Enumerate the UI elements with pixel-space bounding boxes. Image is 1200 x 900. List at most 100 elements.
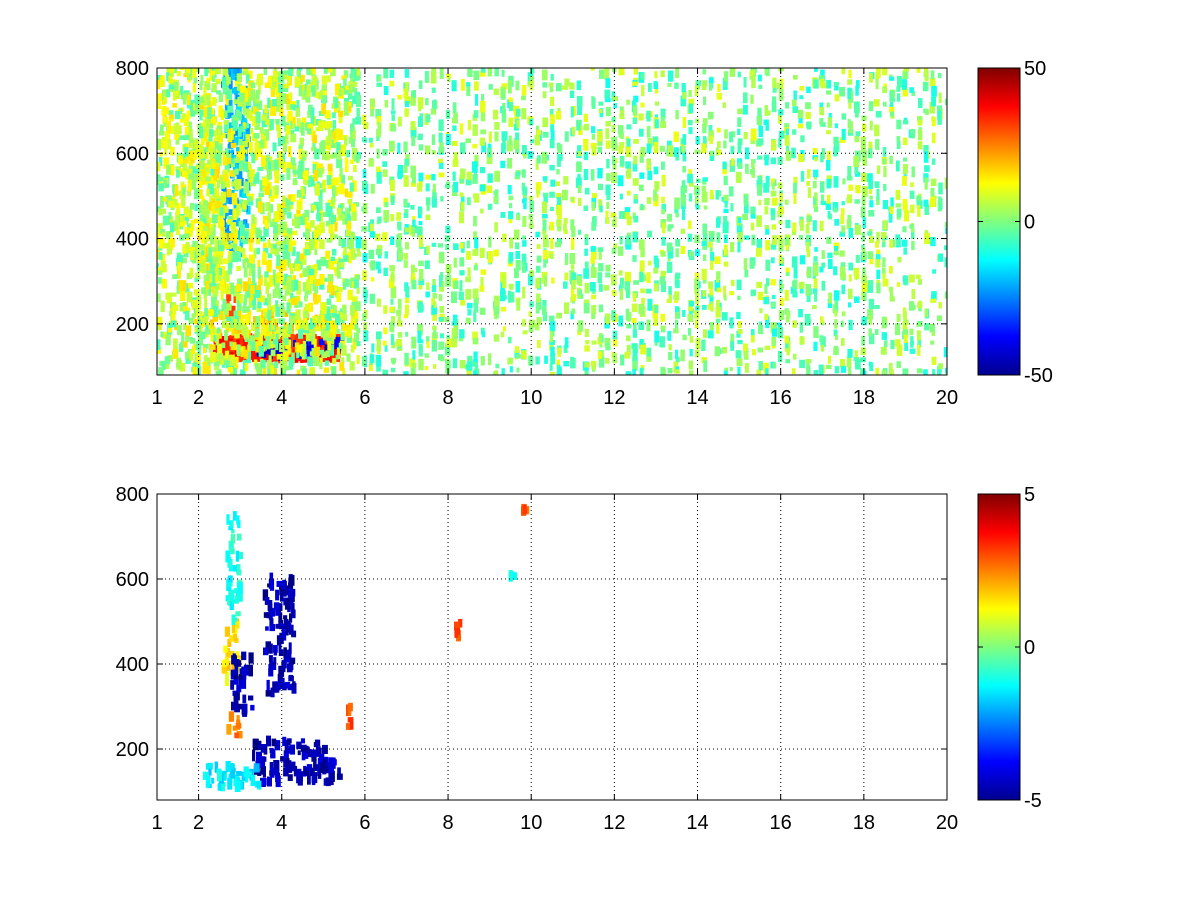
heatmap-cell [336,142,341,153]
heatmap-cell [231,88,237,94]
heatmap-cell [606,194,611,201]
heatmap-cell [276,254,281,267]
heatmap-cell [674,369,680,374]
heatmap-cell [324,314,328,320]
heatmap-cell [473,351,478,363]
heatmap-cell [619,193,623,200]
heatmap-cell [917,301,923,309]
heatmap-cell [232,68,237,74]
heatmap-cell [389,80,395,87]
heatmap-cell [846,176,853,181]
heatmap-cell [208,281,214,289]
heatmap-cell [736,358,743,367]
heatmap-cell [227,68,232,72]
heatmap-cell [218,369,222,375]
heatmap-cell [344,331,350,337]
heatmap-cell [820,316,824,324]
heatmap-cell [757,74,762,82]
heatmap-cell [183,73,189,78]
heatmap-cell [410,264,415,273]
heatmap-cell [316,224,322,236]
heatmap-cell [564,131,569,142]
heatmap-cell [342,323,347,331]
heatmap-cell [222,169,229,178]
heatmap-cell [253,133,260,139]
heatmap-cell [231,158,235,164]
heatmap-cell [792,129,797,135]
heatmap-cell [193,139,200,150]
heatmap-cell [826,194,831,204]
heatmap-cell [481,68,486,73]
heatmap-cell [165,292,171,300]
heatmap-cell [187,209,193,219]
heatmap-cell [221,307,228,315]
heatmap-cell [350,203,357,212]
heatmap-cell [466,171,472,180]
heatmap-cell [424,71,429,83]
heatmap-cell [508,211,514,220]
heatmap-cell [282,280,286,286]
heatmap-cell [194,203,198,211]
heatmap-cell [688,90,692,97]
heatmap-cell [800,135,805,143]
heatmap-cell [612,353,618,364]
heatmap-cell [502,233,507,242]
heatmap-cell [707,242,713,248]
heatmap-cell [234,80,239,87]
heatmap-cell [397,252,404,261]
heatmap-cell [661,203,666,213]
heatmap-cell [860,206,866,218]
heatmap-cell [792,222,797,233]
heatmap-cell [278,259,285,269]
heatmap-cell [743,92,748,104]
heatmap-cell [220,133,226,139]
heatmap-cell [501,131,508,141]
heatmap-cell [611,310,616,321]
heatmap-cell [549,371,556,375]
heatmap-cell [361,226,368,232]
heatmap-cell [181,332,185,343]
heatmap-cell [264,129,270,141]
heatmap-cell [875,78,879,90]
heatmap-cell [350,344,355,353]
heatmap-cell [225,241,229,249]
heatmap-cell [806,270,810,276]
heatmap-cell [598,263,604,272]
heatmap-cell [236,265,241,271]
heatmap-cell [228,80,233,90]
heatmap-cell [208,118,214,129]
heatmap-cell [542,234,548,240]
heatmap-cell [411,273,416,279]
heatmap-cell [265,282,269,294]
heatmap-cell [426,201,430,211]
heatmap-cell [334,222,338,232]
heatmap-cell [494,131,499,142]
heatmap-cell [220,177,225,189]
heatmap-cell [209,147,215,157]
heatmap-cell [347,213,351,224]
heatmap-cell [528,195,533,201]
heatmap-cell [556,359,560,368]
heatmap-cell [331,312,337,318]
heatmap-cell [240,369,246,375]
heatmap-cell [174,81,179,91]
heatmap-cell [161,232,166,237]
heatmap-cell [541,306,547,315]
heatmap-cell [585,340,590,345]
heatmap-cell [174,221,178,230]
heatmap-cell [445,109,450,119]
heatmap-cell [702,118,708,127]
heatmap-cell [765,368,769,375]
heatmap-cell [466,84,471,97]
heatmap-cell [944,257,947,268]
heatmap-cell [332,131,337,140]
heatmap-cell [605,184,611,196]
heatmap-cell [383,305,388,314]
heatmap-cell [236,246,242,253]
heatmap-cell [848,319,853,331]
heatmap-cell [249,127,254,134]
heatmap-cell [159,267,164,272]
heatmap-cell [659,336,665,348]
heatmap-cell [708,82,713,91]
